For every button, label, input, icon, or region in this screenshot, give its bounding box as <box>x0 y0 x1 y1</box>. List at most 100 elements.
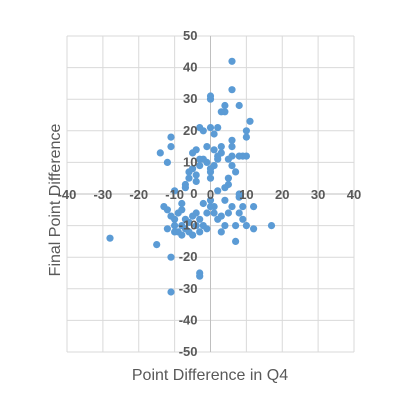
data-point <box>153 241 161 249</box>
data-point <box>171 187 179 195</box>
data-point <box>203 225 211 233</box>
y-tick-label: -40 <box>179 312 198 327</box>
data-point <box>185 168 193 176</box>
data-point <box>181 184 189 192</box>
data-point <box>106 234 114 242</box>
data-point <box>210 130 218 138</box>
y-tick-label: -30 <box>179 281 198 296</box>
data-point <box>189 149 197 157</box>
data-point <box>203 209 211 217</box>
data-point <box>224 174 232 182</box>
data-point <box>217 108 225 116</box>
data-point <box>246 117 254 125</box>
x-tick-label: -30 <box>93 187 112 202</box>
data-point <box>192 171 200 179</box>
data-point <box>196 272 204 280</box>
y-tick-label: -20 <box>179 249 198 264</box>
y-tick-label: 40 <box>183 60 197 75</box>
data-point <box>221 184 229 192</box>
data-point <box>250 225 258 233</box>
data-point <box>214 155 222 163</box>
x-tick-label: 30 <box>311 187 325 202</box>
y-tick-label: 10 <box>183 154 197 169</box>
x-tick-label: 0 <box>207 187 214 202</box>
data-point <box>210 203 218 211</box>
data-point <box>203 143 211 151</box>
data-point <box>228 136 236 144</box>
data-point <box>156 149 164 157</box>
data-point <box>196 124 204 132</box>
data-point <box>163 158 171 166</box>
data-point <box>214 124 222 132</box>
data-point <box>185 174 193 182</box>
data-point <box>242 222 250 230</box>
data-point <box>206 174 215 182</box>
x-tick-label: -20 <box>129 187 148 202</box>
data-point <box>242 133 250 141</box>
data-point <box>250 203 258 211</box>
data-point <box>232 222 240 230</box>
data-point <box>178 231 186 239</box>
data-point <box>235 101 243 110</box>
data-point <box>167 133 175 141</box>
data-point <box>196 155 204 163</box>
data-point <box>228 162 236 170</box>
y-axis-title: Final Point Difference <box>47 124 64 277</box>
x-axis-title: Point Difference in Q4 <box>132 367 288 384</box>
data-point <box>228 86 236 94</box>
data-point <box>221 196 229 204</box>
data-point <box>221 222 229 230</box>
data-point <box>160 203 168 211</box>
y-tick-label: 0 <box>190 186 197 201</box>
data-point <box>267 222 276 230</box>
x-tick-label: 40 <box>347 187 361 202</box>
data-point <box>228 143 236 151</box>
axes <box>67 36 354 352</box>
data-point <box>232 168 240 176</box>
data-point <box>196 228 204 236</box>
x-tick-label: 20 <box>275 187 289 202</box>
data-point <box>171 222 179 230</box>
y-tick-label: -50 <box>179 344 198 359</box>
data-point <box>167 288 175 296</box>
data-point <box>196 162 204 170</box>
data-point <box>228 203 236 211</box>
data-point <box>167 212 175 220</box>
data-point <box>163 225 171 233</box>
data-point <box>167 253 175 261</box>
data-point <box>192 209 200 217</box>
data-point <box>210 146 218 154</box>
data-point <box>210 162 218 170</box>
data-points <box>106 57 276 296</box>
x-tick-label: -40 <box>58 187 77 202</box>
data-point <box>206 124 215 132</box>
y-tick-label: 30 <box>183 91 197 106</box>
data-point <box>242 127 250 135</box>
data-point <box>217 228 225 236</box>
data-point <box>224 155 232 163</box>
y-tick-label: 50 <box>183 28 197 43</box>
data-point <box>235 152 243 160</box>
data-point <box>235 190 243 198</box>
x-tick-label: 10 <box>239 187 253 202</box>
data-point <box>185 218 193 226</box>
x-tick-label: -10 <box>165 187 184 202</box>
data-point <box>210 209 218 217</box>
data-point <box>199 199 207 208</box>
data-point <box>228 57 236 65</box>
data-point <box>217 212 225 220</box>
data-point <box>196 215 204 223</box>
data-point <box>224 209 232 217</box>
data-point <box>178 199 186 208</box>
data-point <box>192 222 200 230</box>
data-point <box>174 209 182 217</box>
data-point <box>189 231 197 239</box>
data-point <box>217 143 225 151</box>
data-point <box>192 177 200 185</box>
data-point <box>206 196 215 204</box>
y-tick-label: -10 <box>179 218 198 233</box>
y-tick-label: 20 <box>183 123 197 138</box>
data-point <box>206 168 215 176</box>
data-point <box>214 187 222 195</box>
